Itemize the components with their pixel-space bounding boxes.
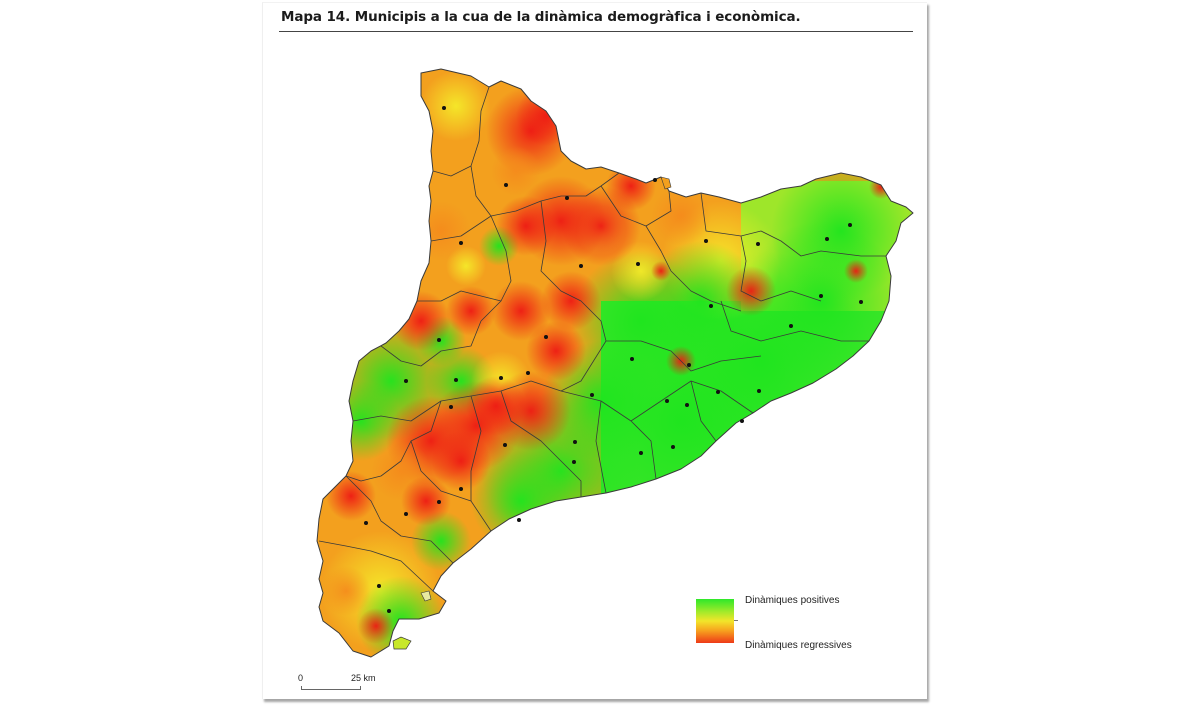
scale-start-label: 0	[298, 673, 304, 683]
scale-bar	[301, 686, 361, 690]
map-title: Mapa 14. Municipis a la cua de la dinàmi…	[281, 9, 801, 25]
catalonia-heatmap	[316, 68, 914, 658]
legend-label-positive: Dinàmiques positives	[745, 595, 840, 606]
map-page: Mapa 14. Municipis a la cua de la dinàmi…	[262, 2, 927, 699]
legend-label-regressive: Dinàmiques regressives	[745, 640, 852, 651]
legend-tick	[734, 620, 738, 621]
legend-gradient	[696, 599, 734, 643]
title-underline	[279, 31, 913, 32]
scale-end-label: 25 km	[351, 673, 376, 683]
